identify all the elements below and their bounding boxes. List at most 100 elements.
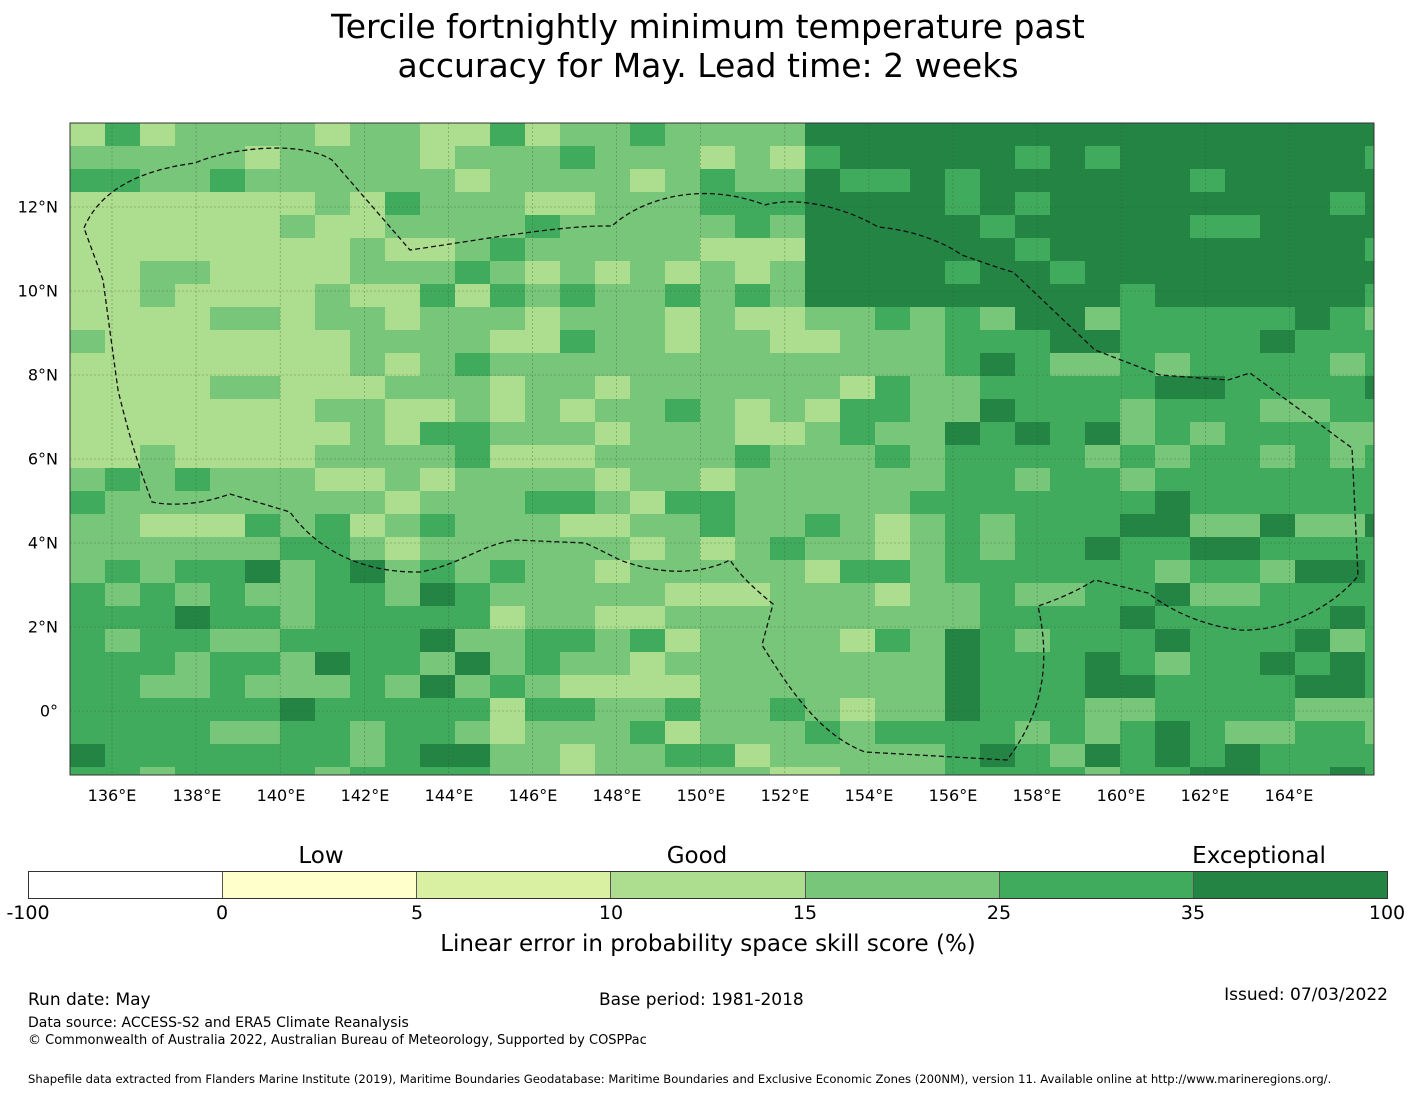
grid-cell [980,675,1015,698]
grid-cell [1190,652,1225,675]
grid-cell [1365,560,1374,583]
grid-cell [420,422,455,445]
grid-cell [805,491,840,514]
grid-cell [1260,468,1295,491]
grid-cell [210,192,245,215]
grid-cell [1330,767,1365,775]
grid-cell [280,606,315,629]
grid-cell [140,744,175,767]
grid-cell [1155,583,1190,606]
grid-cell [945,583,980,606]
grid-cell [140,675,175,698]
grid-cell [420,238,455,261]
grid-cell [875,353,910,376]
grid-cell [1015,399,1050,422]
grid-cell [1260,307,1295,330]
grid-cell [350,675,385,698]
grid-cell [490,583,525,606]
grid-cell [560,261,595,284]
grid-cell [1365,376,1374,399]
grid-cell [105,606,140,629]
grid-cell [1225,583,1260,606]
grid-cell [1190,284,1225,307]
grid-cell [385,238,420,261]
grid-cell [1015,192,1050,215]
grid-cell [385,307,420,330]
grid-cell [1190,744,1225,767]
grid-cell [175,123,210,146]
grid-cell [70,629,105,652]
grid-cell [945,606,980,629]
grid-cell [350,514,385,537]
grid-cell [315,146,350,169]
grid-cell [210,767,245,775]
grid-cell [1155,307,1190,330]
grid-cell [945,284,980,307]
grid-cell [1365,284,1374,307]
graticule [70,123,1374,775]
grid-cell [630,583,665,606]
grid-cell [140,652,175,675]
grid-cell [280,123,315,146]
grid-cell [350,698,385,721]
grid-cell [910,238,945,261]
colorbar-tick: 15 [792,902,818,924]
grid-cell [350,307,385,330]
grid-cell [560,698,595,721]
grid-cell [595,583,630,606]
grid-cell [1190,445,1225,468]
grid-cell [1260,376,1295,399]
grid-cell [105,744,140,767]
grid-cell [315,537,350,560]
grid-cell [735,445,770,468]
grid-cell [840,514,875,537]
grid-cell [1190,169,1225,192]
grid-cell [315,422,350,445]
grid-cell [980,445,1015,468]
grid-cell [910,261,945,284]
grid-cell [490,468,525,491]
grid-cell [1155,192,1190,215]
grid-cell [350,583,385,606]
grid-cell [595,422,630,445]
grid-cell [875,698,910,721]
grid-cell [210,514,245,537]
grid-cell [595,261,630,284]
grid-cell [770,606,805,629]
grid-cell [105,560,140,583]
grid-cell [875,560,910,583]
grid-cell [1050,169,1085,192]
grid-cell [1295,146,1330,169]
grid-cell [315,123,350,146]
grid-cell [910,284,945,307]
grid-cell [280,376,315,399]
grid-cell [455,606,490,629]
grid-cell [315,215,350,238]
grid-cell [1155,445,1190,468]
grid-cell [1120,767,1155,775]
grid-cell [840,537,875,560]
grid-cell [385,376,420,399]
grid-cell [385,606,420,629]
grid-cell [1120,376,1155,399]
grid-cell [1155,399,1190,422]
grid-cell [1330,284,1365,307]
grid-cell [875,767,910,775]
grid-cell [770,445,805,468]
grid-cell [455,767,490,775]
grid-cell [490,307,525,330]
grid-cell [175,767,210,775]
grid-cell [1365,146,1374,169]
grid-cell [980,606,1015,629]
grid-cell [1260,215,1295,238]
grid-cell [490,491,525,514]
grid-cell [560,560,595,583]
colorbar-segment-0 [29,872,224,898]
grid-cell [1085,698,1120,721]
grid-cell [665,215,700,238]
grid-cell [735,123,770,146]
grid-cell [1295,284,1330,307]
grid-cell [1365,422,1374,445]
grid-cell [910,698,945,721]
grid-cell [105,767,140,775]
